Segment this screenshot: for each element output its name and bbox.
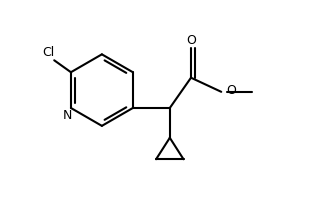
Text: O: O <box>226 84 236 97</box>
Text: N: N <box>63 109 73 122</box>
Text: Cl: Cl <box>42 46 55 59</box>
Text: O: O <box>186 34 196 47</box>
